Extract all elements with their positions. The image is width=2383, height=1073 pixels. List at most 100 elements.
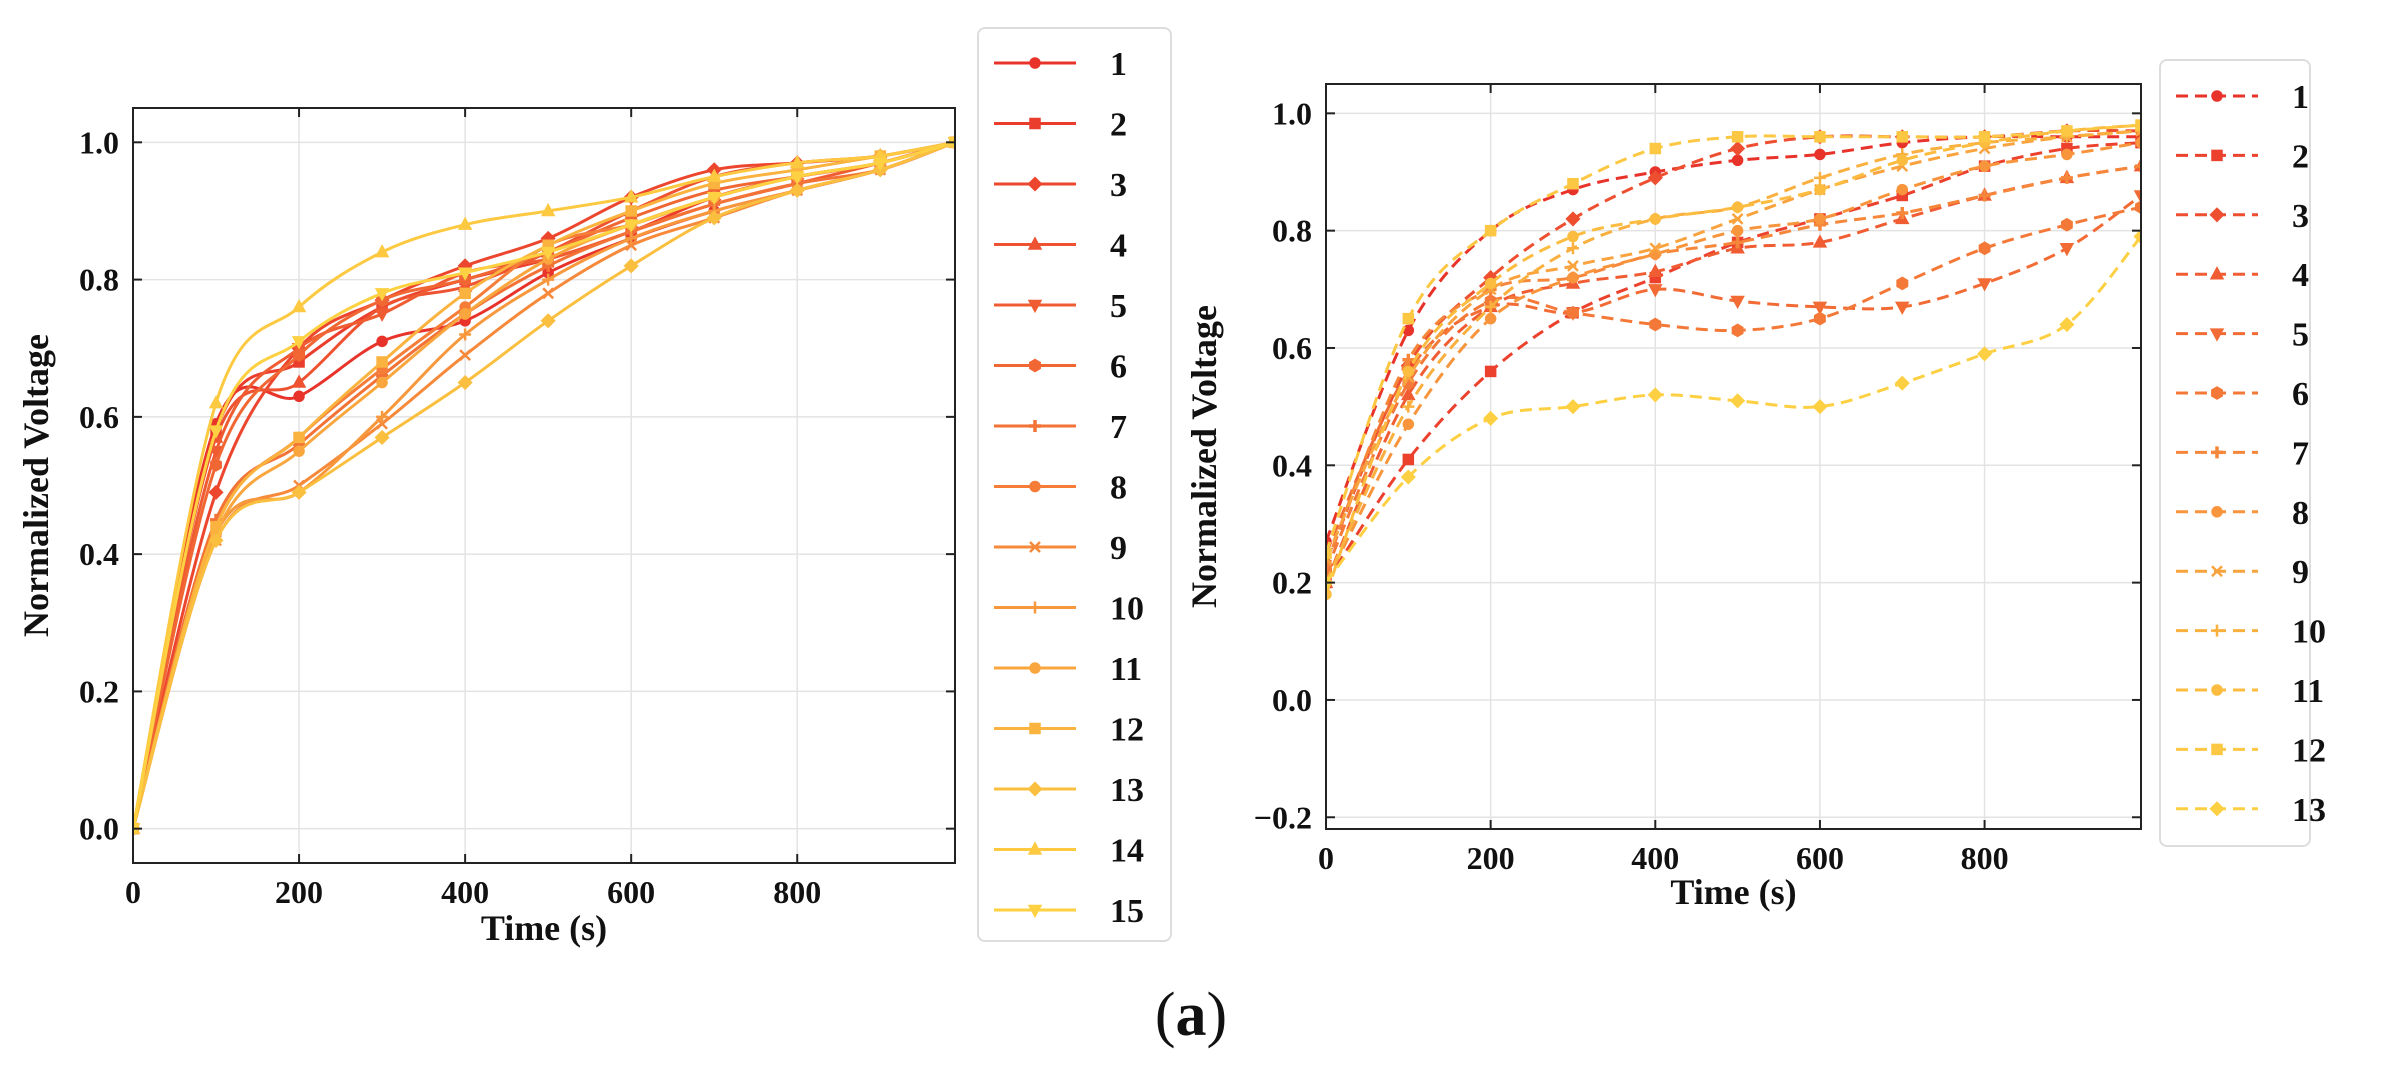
data-point-8-1 (1402, 418, 1415, 430)
data-point-15-5 (540, 246, 556, 261)
legend-swatch-marker (1027, 904, 1043, 919)
data-point-1-5 (1731, 154, 1744, 167)
legend-item-1: 1 (2176, 79, 2309, 116)
legend-item-6: 6 (994, 349, 1127, 386)
data-point-12-5 (1731, 131, 1744, 143)
data-point-5-8 (1977, 278, 1992, 292)
legend-swatch-marker (1029, 662, 1041, 674)
legend-item-3: 3 (2176, 198, 2309, 235)
data-point-10-3 (376, 410, 389, 423)
data-point-14-8 (789, 154, 805, 169)
x-axis-title: Time (s) (481, 908, 607, 948)
legend-label: 5 (2292, 317, 2309, 354)
legend-swatch-marker (1029, 57, 1041, 69)
legend-swatch-marker (1029, 541, 1041, 553)
data-point-9-6 (625, 239, 638, 252)
data-point-11-6 (1814, 183, 1826, 196)
data-point-14-6 (623, 189, 639, 203)
legend-swatch-marker (2211, 743, 2223, 756)
data-point-10-10 (2135, 124, 2141, 137)
data-point-14-1 (208, 395, 224, 409)
data-point-9-3 (1567, 259, 1579, 272)
data-point-11-2 (1484, 277, 1497, 290)
data-point-15-8 (789, 171, 805, 185)
data-point-5-9 (2059, 243, 2075, 257)
legend-label: 11 (1110, 651, 1142, 688)
x-tick-label: 0 (1318, 840, 1334, 876)
data-point-12-6 (625, 205, 637, 217)
data-point-13-1 (208, 532, 224, 548)
legend-swatch-marker (1029, 722, 1041, 735)
legend-label: 8 (2292, 495, 2309, 532)
data-point-12-9 (2061, 125, 2073, 137)
series-line-3 (1326, 129, 2141, 566)
data-point-14-7 (706, 168, 722, 182)
data-point-8-7 (1896, 183, 1909, 196)
legend-swatch-marker (1029, 601, 1041, 614)
y-tick-label: 0.0 (1272, 682, 1312, 718)
legend-item-13: 13 (2176, 792, 2326, 829)
data-point-7-5 (1731, 236, 1744, 249)
data-point-14-2 (291, 298, 307, 313)
data-point-3-5 (1730, 140, 1746, 157)
legend-item-2: 2 (994, 107, 1127, 144)
data-point-10-6 (625, 232, 638, 245)
y-tick-label: 0.6 (79, 399, 119, 435)
data-point-2-2 (1484, 365, 1497, 378)
x-tick-label: 600 (607, 874, 655, 910)
data-point-10-4 (459, 328, 472, 341)
data-point-15-6 (623, 219, 639, 233)
legend-label: 10 (1110, 591, 1144, 628)
legend-swatch-marker (1027, 781, 1043, 797)
data-point-6-10 (2135, 200, 2141, 215)
data-point-10-5 (542, 273, 555, 286)
legend-label: 12 (2292, 732, 2326, 769)
legend-item-4: 4 (2176, 257, 2309, 294)
data-point-4-6 (1812, 234, 1828, 248)
chart-right: 0 200 400 600 800 −0.2 0.0 0.2 0.4 0.6 0.8 1.0 Time … (1184, 59, 2326, 912)
data-point-12-4 (1649, 142, 1662, 155)
plot-frame (132, 107, 956, 864)
data-point-6-2 (293, 348, 306, 362)
data-point-6-8 (1978, 241, 1991, 256)
y-tick-label: 0.8 (1272, 213, 1312, 249)
data-point-13-10 (2133, 228, 2141, 245)
data-point-15-7 (706, 191, 722, 206)
data-point-9-5 (1731, 213, 1744, 225)
data-point-12-6 (1814, 131, 1826, 143)
figure-caption: (a) (1155, 981, 1227, 1049)
data-point-6-9 (2060, 217, 2073, 232)
data-point-11-4 (459, 308, 471, 320)
data-point-6-3 (1567, 305, 1579, 320)
data-point-12-3 (1567, 177, 1579, 190)
data-point-15-2 (291, 336, 307, 350)
data-point-3-3 (1565, 211, 1581, 227)
series-line-10 (1326, 129, 2141, 584)
data-point-2-1 (1402, 453, 1415, 466)
data-point-5-4 (1648, 284, 1663, 298)
data-point-15-3 (374, 288, 390, 302)
legend-item-13: 13 (994, 772, 1144, 809)
data-point-6-1 (210, 458, 222, 472)
data-point-7-10 (2135, 160, 2141, 173)
series-line-7 (1326, 164, 2141, 566)
y-tick-label: 0.0 (79, 811, 119, 847)
series-line-9 (1326, 129, 2141, 560)
legend-item-2: 2 (2176, 138, 2309, 175)
legend-label: 9 (1110, 530, 1127, 567)
data-point-8-2 (1484, 312, 1497, 325)
data-point-11-2 (293, 445, 305, 457)
data-point-9-4 (1649, 242, 1662, 255)
data-point-5-10 (2133, 190, 2141, 204)
data-point-7-8 (1978, 189, 1991, 202)
data-point-5-5 (1730, 295, 1745, 310)
data-point-7-1 (1402, 353, 1415, 366)
legend-label: 6 (1110, 349, 1127, 386)
y-tick-label: 0.4 (79, 536, 119, 572)
legend-swatch-marker (2211, 506, 2223, 518)
grid-lines (132, 108, 955, 863)
x-tick-label: 200 (275, 874, 323, 910)
data-point-10-1 (1402, 400, 1415, 413)
data-point-5-7 (1894, 301, 1910, 315)
caption-letter: a (1176, 981, 1207, 1049)
